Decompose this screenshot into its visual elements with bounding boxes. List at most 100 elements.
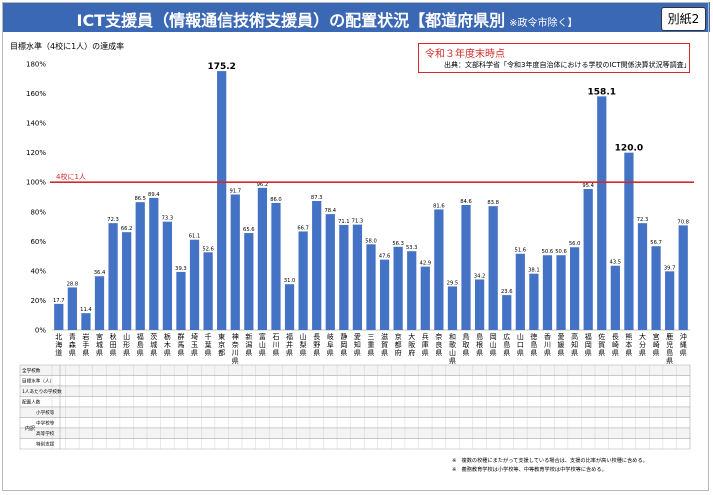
bar bbox=[678, 225, 688, 330]
bar-value-label: 53.3 bbox=[406, 245, 418, 251]
bar-value-label: 39.3 bbox=[175, 266, 187, 272]
x-tick-label: 福井県 bbox=[286, 332, 293, 357]
y-tick-label: 180% bbox=[26, 61, 46, 69]
bar-value-label: 65.6 bbox=[243, 227, 255, 233]
bar-value-label: 84.6 bbox=[460, 199, 472, 205]
y-tick-label: 160% bbox=[26, 90, 46, 98]
bar bbox=[379, 259, 390, 330]
x-tick-label: 徳島県 bbox=[530, 332, 537, 357]
bar bbox=[597, 96, 607, 330]
bar bbox=[271, 202, 281, 330]
bar bbox=[474, 279, 485, 330]
x-tick-label: 愛知県 bbox=[354, 332, 361, 357]
bar-value-label: 83.8 bbox=[487, 200, 499, 206]
bar-value-label: 36.4 bbox=[94, 270, 106, 276]
x-tick-label: 山梨県 bbox=[300, 332, 307, 357]
x-tick-label: 岐阜県 bbox=[327, 332, 334, 357]
bar bbox=[556, 255, 566, 330]
table-row-label: 1人あたりの学校数 bbox=[22, 388, 62, 395]
x-tick-label: 秋田県 bbox=[110, 332, 117, 357]
bar bbox=[189, 239, 200, 330]
bar-value-label: 78.4 bbox=[324, 208, 336, 214]
x-tick-label: 広島県 bbox=[503, 332, 510, 357]
bar bbox=[203, 252, 213, 330]
bar-value-label: 51.6 bbox=[515, 248, 527, 254]
bar bbox=[583, 189, 593, 330]
bar bbox=[108, 223, 118, 330]
bar bbox=[651, 246, 661, 330]
bar-value-label: 42.9 bbox=[420, 261, 432, 267]
bar bbox=[434, 209, 444, 330]
bar-value-label: 71.3 bbox=[352, 219, 364, 225]
bar-value-label: 70.8 bbox=[677, 219, 689, 225]
bar bbox=[393, 246, 403, 330]
footnote: ※ 複数の校種にまたがって支援している場合は、支援の比率が高い校種に含める。 bbox=[452, 456, 648, 464]
bar bbox=[352, 224, 363, 330]
table-row bbox=[19, 406, 691, 418]
x-tick-label: 新潟県 bbox=[245, 332, 252, 357]
bar-value-label: 31.0 bbox=[284, 278, 296, 284]
x-tick-label: 兵庫県 bbox=[422, 332, 429, 357]
bar bbox=[298, 231, 308, 330]
bar bbox=[366, 244, 376, 330]
bar-value-label: 87.3 bbox=[311, 195, 323, 201]
bar-value-label: 43.5 bbox=[610, 260, 622, 266]
table-row bbox=[19, 396, 691, 408]
bar-value-label: 86.5 bbox=[134, 196, 146, 202]
y-tick-label: 100% bbox=[26, 179, 46, 187]
x-tick-label: 鹿児島県 bbox=[666, 332, 673, 365]
x-tick-label: 群馬県 bbox=[177, 332, 184, 357]
bar bbox=[407, 251, 417, 330]
footnote: ※ 義務教育学校は小学校等、中等教育学校は中学校等に含める。 bbox=[452, 465, 607, 473]
bar bbox=[542, 255, 553, 330]
table-row bbox=[19, 427, 691, 439]
x-tick-label: 三重県 bbox=[368, 333, 375, 357]
x-tick-label: 鳥取県 bbox=[463, 332, 470, 357]
table-row-label: 小学校等 bbox=[36, 409, 55, 416]
bar bbox=[94, 276, 105, 330]
x-tick-label: 茨城県 bbox=[150, 332, 157, 357]
bar bbox=[488, 206, 498, 330]
page-title: ICT支援員（情報通信技術支援員）の配置状況【都道府県別 ※政令市除く】 bbox=[2, 7, 652, 31]
bar bbox=[610, 265, 620, 330]
bar bbox=[339, 224, 349, 330]
table-row bbox=[19, 385, 691, 397]
x-tick-label: 大分県 bbox=[639, 332, 646, 357]
bar-value-label: 61.1 bbox=[189, 234, 201, 240]
bar-value-label: 58.0 bbox=[365, 238, 377, 244]
bar-value-label: 120.0 bbox=[615, 144, 643, 154]
bar-value-label: 47.6 bbox=[379, 254, 391, 260]
bar bbox=[570, 247, 580, 330]
y-axis-title: 目標水準（4校に1人）の達成率 bbox=[10, 42, 125, 51]
table-row bbox=[19, 438, 691, 450]
table-row bbox=[19, 364, 691, 376]
bar bbox=[515, 253, 525, 330]
table-row-label: 目標水準（人） bbox=[22, 378, 54, 385]
table-row bbox=[19, 375, 691, 387]
table-row-label: 特別支援 bbox=[36, 441, 55, 448]
bar bbox=[135, 202, 145, 330]
y-tick-label: 80% bbox=[30, 208, 46, 216]
bar bbox=[420, 266, 430, 330]
x-tick-label: 奈良県 bbox=[435, 332, 442, 357]
bar bbox=[176, 271, 186, 330]
bar bbox=[312, 200, 322, 330]
x-tick-label: 佐賀県 bbox=[598, 332, 605, 357]
bar bbox=[67, 287, 77, 330]
y-tick-label: 140% bbox=[26, 120, 46, 128]
x-tick-label: 長野県 bbox=[313, 333, 320, 357]
bar bbox=[529, 273, 539, 330]
x-tick-label: 千葉県 bbox=[205, 332, 212, 357]
x-tick-label: 香川県 bbox=[544, 332, 551, 357]
bar-value-label: 23.6 bbox=[501, 289, 513, 295]
bar-value-label: 38.1 bbox=[528, 268, 540, 274]
bar-value-label: 28.8 bbox=[67, 281, 79, 287]
bar-value-label: 56.3 bbox=[392, 241, 404, 247]
x-tick-label: 福岡県 bbox=[585, 332, 592, 357]
y-tick-label: 40% bbox=[30, 267, 46, 275]
bar-value-label: 34.2 bbox=[474, 273, 486, 279]
title-banner: ICT支援員（情報通信技術支援員）の配置状況【都道府県別 ※政令市除く】 別紙2 bbox=[2, 2, 710, 32]
bar-value-label: 96.2 bbox=[257, 182, 269, 188]
source-date: 令和３年度末時点 bbox=[425, 49, 505, 60]
table-row-label: 高等学校 bbox=[36, 430, 55, 437]
